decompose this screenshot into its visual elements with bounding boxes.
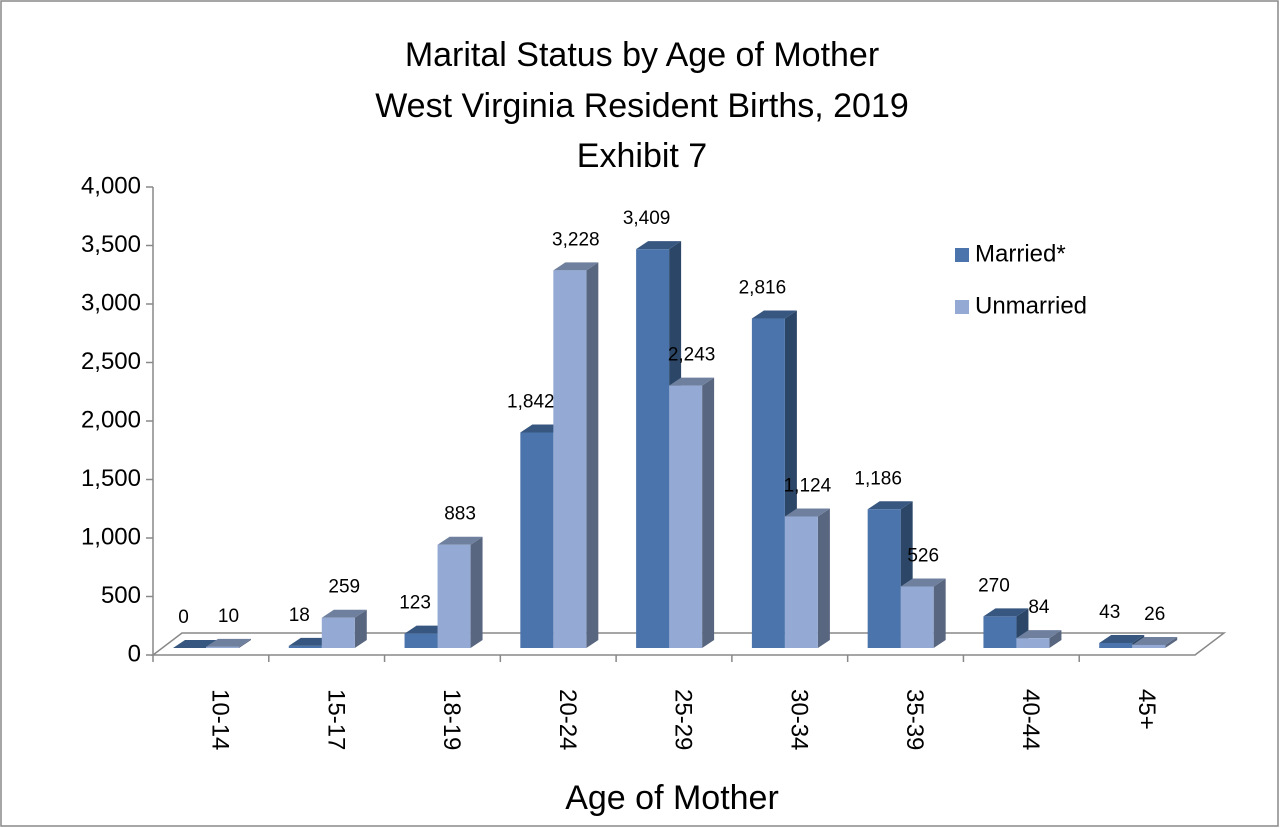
bar-top <box>321 609 367 618</box>
bar-top <box>669 377 715 386</box>
data-label: 270 <box>978 575 1010 596</box>
data-label: 883 <box>444 504 476 525</box>
bar-side <box>470 536 483 648</box>
x-tick-label: 25-29 <box>670 689 697 750</box>
bar <box>900 586 934 648</box>
bar <box>867 509 901 648</box>
bar <box>1132 644 1166 648</box>
bar <box>751 318 785 648</box>
bar <box>553 270 587 648</box>
data-label: 0 <box>178 607 189 628</box>
bar-side <box>1165 636 1178 648</box>
bar <box>404 633 438 648</box>
bar-top <box>206 638 251 647</box>
data-label: 2,816 <box>739 278 787 299</box>
bar <box>288 645 322 648</box>
data-label: 2,243 <box>668 345 716 366</box>
data-label: 3,228 <box>552 229 600 250</box>
bar <box>1016 638 1050 648</box>
chart-title: Marital Status by Age of Mother <box>405 36 879 74</box>
bar-top <box>437 536 483 545</box>
bar-top <box>1132 636 1178 645</box>
y-tick-label: 1,500 <box>81 465 141 492</box>
data-label: 1,842 <box>507 392 555 413</box>
y-tick-label: 0 <box>128 640 141 667</box>
legend-swatch <box>955 300 969 314</box>
bar-top <box>784 508 830 517</box>
bar-side <box>586 262 599 648</box>
y-tick-label: 3,500 <box>81 231 141 258</box>
data-label: 1,124 <box>784 476 832 497</box>
x-tick-label: 45+ <box>1133 689 1160 730</box>
data-label: 43 <box>1099 602 1120 623</box>
y-tick-label: 2,500 <box>81 348 141 375</box>
data-label: 526 <box>907 545 939 566</box>
y-tick-label: 3,000 <box>81 289 141 316</box>
data-label: 10 <box>218 606 239 627</box>
y-tick-label: 2,000 <box>81 406 141 433</box>
bar <box>437 544 471 648</box>
bar-side <box>1049 630 1062 648</box>
bar-side <box>933 578 946 648</box>
legend-label: Married* <box>975 240 1066 267</box>
bar-top <box>983 608 1029 617</box>
x-tick-label: 10-14 <box>207 689 234 750</box>
chart-title: West Virginia Resident Births, 2019 <box>375 87 909 125</box>
bar <box>983 616 1017 648</box>
y-tick-label: 500 <box>101 582 141 609</box>
data-label: 3,409 <box>623 208 671 229</box>
chart-title: Exhibit 7 <box>577 137 707 175</box>
legend-swatch <box>955 248 969 262</box>
data-label: 26 <box>1144 604 1165 625</box>
y-tick-label: 4,000 <box>81 172 141 199</box>
x-tick-label: 15-17 <box>322 689 349 750</box>
bar <box>520 432 554 648</box>
bar-top <box>751 310 797 319</box>
x-tick-label: 30-34 <box>785 689 812 750</box>
x-tick-label: 20-24 <box>554 689 581 750</box>
data-label: 84 <box>1028 597 1050 618</box>
bar <box>636 249 670 648</box>
bar-top <box>553 262 599 271</box>
legend-label: Unmarried <box>975 292 1087 319</box>
bar-top <box>1099 634 1145 643</box>
x-axis-title: Age of Mother <box>565 779 779 817</box>
bar-top <box>900 578 946 587</box>
bar <box>206 646 239 648</box>
bar-side <box>702 377 715 648</box>
bar-side <box>239 638 251 648</box>
bar <box>784 516 818 648</box>
bar <box>669 385 703 648</box>
bar <box>321 617 355 648</box>
data-label: 123 <box>399 593 431 614</box>
bar-top <box>173 640 218 648</box>
bar-top <box>867 501 913 510</box>
bar-top <box>636 241 682 250</box>
x-tick-label: 35-39 <box>901 689 928 750</box>
bar-side <box>817 508 830 648</box>
bar-side <box>354 609 367 648</box>
data-label: 18 <box>289 605 310 626</box>
x-tick-label: 18-19 <box>438 689 465 750</box>
bar-top <box>1016 630 1062 639</box>
y-tick-label: 1,000 <box>81 523 141 550</box>
data-label: 259 <box>328 577 360 598</box>
bar <box>1099 642 1133 648</box>
x-tick-label: 40-44 <box>1017 689 1044 750</box>
data-label: 1,186 <box>854 468 902 489</box>
